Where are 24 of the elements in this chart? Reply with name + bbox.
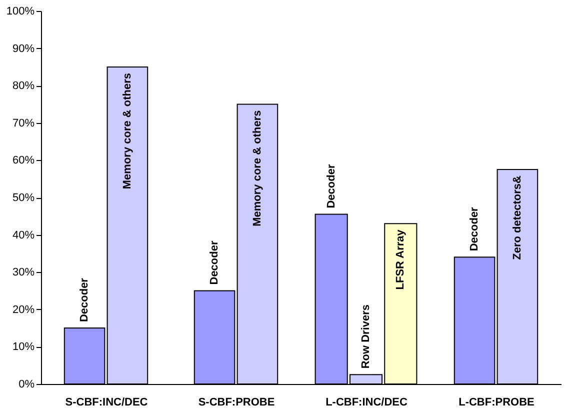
y-tick-label: 70% (12, 117, 35, 130)
y-tick-label: 10% (12, 341, 35, 354)
y-tick-label: 30% (12, 266, 35, 279)
data-label: Memory core & others (121, 72, 134, 190)
x-tick-label: L-CBF:PROBE (458, 396, 534, 408)
x-tick-label: S-CBF:PROBE (198, 396, 275, 408)
data-label: Decoder (325, 164, 338, 208)
data-label: Zero detectors& (511, 175, 524, 260)
data-label: Decoder (78, 277, 91, 322)
y-tick-label: 80% (12, 80, 35, 92)
x-tick-label: S-CBF:INC/DEC (65, 396, 148, 408)
y-tick-label: 20% (12, 304, 35, 316)
y-tick-label: 50% (12, 192, 35, 204)
data-label: Decoder (208, 240, 221, 285)
data-label: Row Drivers (360, 304, 372, 369)
data-label: Memory core & others (251, 110, 264, 226)
y-tick-label: 60% (12, 154, 35, 167)
data-label: LFSR Array (394, 228, 407, 290)
y-tick-label: 100% (6, 6, 35, 18)
y-tick-label: 90% (12, 42, 35, 55)
y-tick-label: 40% (12, 229, 35, 242)
data-label: Decoder (468, 206, 481, 252)
y-tick-label: 0% (18, 378, 35, 390)
x-tick-label: L-CBF:INC/DEC (326, 396, 408, 408)
